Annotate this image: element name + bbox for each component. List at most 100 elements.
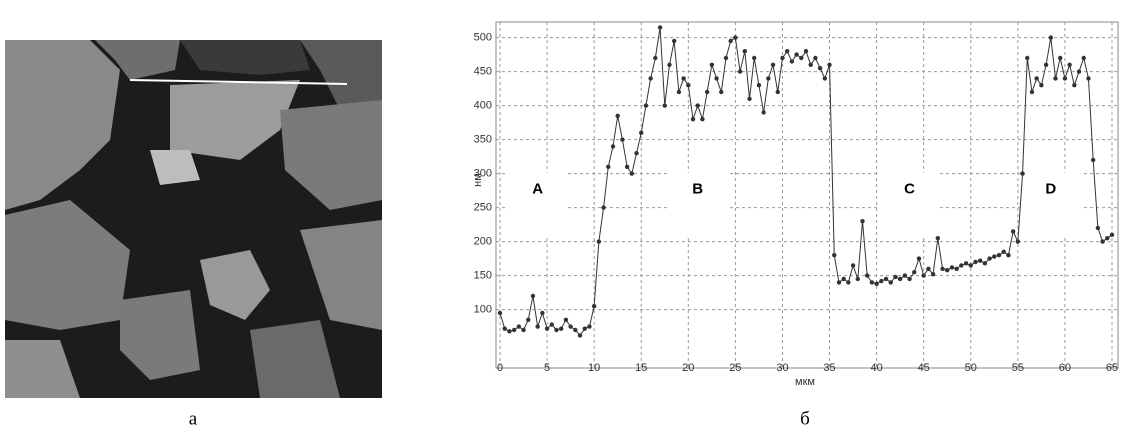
data-point bbox=[643, 103, 649, 108]
panel-label: а bbox=[189, 408, 198, 429]
data-point bbox=[681, 76, 686, 81]
data-point bbox=[549, 322, 554, 327]
data-point bbox=[686, 83, 691, 88]
data-point bbox=[1010, 229, 1016, 234]
data-point bbox=[615, 113, 620, 119]
data-point bbox=[653, 55, 658, 61]
data-point bbox=[526, 317, 531, 322]
plot-frame bbox=[495, 21, 1119, 369]
data-point bbox=[1090, 157, 1096, 163]
data-point bbox=[497, 310, 503, 316]
y-axis-label: нм bbox=[472, 173, 484, 187]
data-point bbox=[945, 267, 950, 273]
data-point bbox=[582, 326, 587, 331]
data-point bbox=[559, 326, 564, 331]
data-point bbox=[733, 35, 738, 40]
data-point bbox=[817, 66, 823, 71]
panel-label: б bbox=[800, 408, 810, 429]
data-point bbox=[591, 304, 597, 309]
annotation: A bbox=[532, 181, 543, 198]
data-point bbox=[761, 110, 766, 115]
data-point bbox=[610, 144, 616, 149]
data-point bbox=[846, 280, 851, 285]
data-point bbox=[789, 59, 795, 64]
y-tick-label: 500 bbox=[474, 32, 492, 44]
data-point bbox=[921, 273, 926, 278]
data-point bbox=[827, 62, 832, 67]
data-point bbox=[657, 25, 663, 30]
data-point bbox=[752, 55, 757, 61]
data-point bbox=[573, 327, 578, 333]
data-point bbox=[1105, 236, 1110, 241]
data-point bbox=[1076, 69, 1082, 74]
data-point bbox=[704, 89, 710, 95]
data-point bbox=[780, 55, 785, 61]
data-point bbox=[662, 103, 667, 108]
data-point bbox=[865, 273, 870, 278]
data-point bbox=[954, 266, 959, 271]
data-point bbox=[634, 151, 639, 156]
y-tick-label: 100 bbox=[474, 304, 492, 316]
data-point bbox=[832, 253, 837, 258]
x-tick-label: 50 bbox=[965, 362, 977, 374]
data-point bbox=[803, 49, 809, 54]
data-point bbox=[916, 256, 922, 261]
x-tick-label: 5 bbox=[544, 362, 550, 374]
data-point bbox=[897, 276, 903, 282]
data-point bbox=[770, 62, 776, 67]
data-point bbox=[794, 52, 799, 57]
x-tick-label: 10 bbox=[588, 362, 600, 374]
label-box bbox=[879, 172, 940, 238]
data-point bbox=[1029, 89, 1035, 95]
data-point bbox=[775, 89, 780, 95]
data-point bbox=[624, 164, 630, 169]
data-point bbox=[719, 89, 724, 95]
data-point bbox=[620, 137, 625, 142]
data-point bbox=[822, 76, 828, 81]
data-point bbox=[723, 55, 729, 61]
data-point bbox=[690, 117, 696, 122]
data-point bbox=[982, 261, 988, 266]
data-point bbox=[926, 266, 931, 271]
data-point bbox=[841, 276, 846, 282]
data-point bbox=[728, 38, 733, 44]
label-box bbox=[1020, 172, 1081, 238]
annotation: C bbox=[904, 181, 915, 198]
data-point bbox=[963, 261, 969, 266]
data-point bbox=[836, 280, 842, 285]
data-point bbox=[606, 164, 611, 169]
x-tick-label: 25 bbox=[729, 362, 741, 374]
data-point bbox=[808, 62, 813, 67]
data-point bbox=[855, 276, 860, 282]
data-point bbox=[977, 258, 983, 263]
x-tick-label: 55 bbox=[1012, 362, 1024, 374]
label-box bbox=[667, 172, 728, 238]
data-point bbox=[935, 236, 941, 241]
data-point bbox=[930, 272, 936, 277]
data-point bbox=[996, 253, 1002, 258]
data-point bbox=[959, 263, 964, 268]
data-point bbox=[737, 69, 743, 74]
data-point bbox=[766, 76, 771, 81]
data-point bbox=[1015, 239, 1021, 244]
data-point bbox=[1053, 76, 1058, 81]
x-tick-label: 40 bbox=[870, 362, 882, 374]
data-point bbox=[869, 280, 875, 285]
data-point bbox=[949, 265, 955, 270]
data-point bbox=[784, 49, 790, 54]
data-point bbox=[671, 38, 677, 44]
data-point bbox=[1058, 55, 1063, 61]
annotation: D bbox=[1045, 181, 1056, 198]
data-point bbox=[1067, 62, 1072, 67]
x-tick-label: 20 bbox=[682, 362, 694, 374]
data-point bbox=[907, 276, 912, 282]
data-point bbox=[874, 281, 879, 286]
y-tick-label: 150 bbox=[474, 270, 492, 282]
data-point bbox=[973, 259, 978, 265]
data-point bbox=[883, 276, 889, 282]
data-point bbox=[1025, 55, 1030, 61]
data-point bbox=[940, 266, 945, 271]
data-point bbox=[756, 83, 762, 88]
data-point bbox=[1109, 232, 1115, 237]
data-point bbox=[1095, 225, 1101, 231]
